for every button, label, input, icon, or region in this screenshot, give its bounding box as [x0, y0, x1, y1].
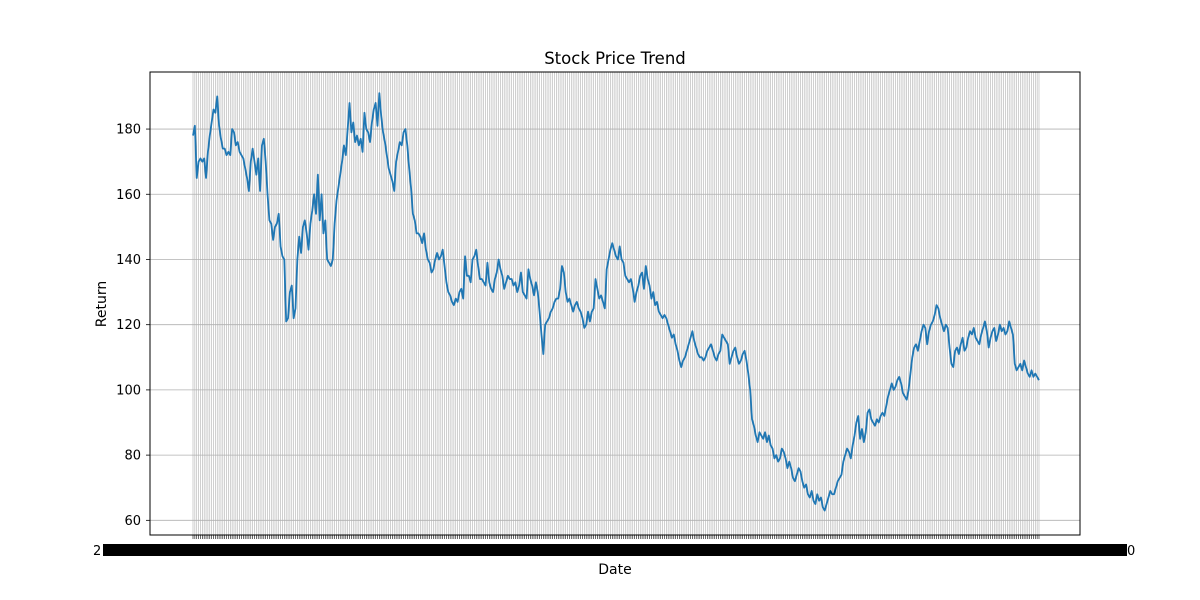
y-axis-ticks: 60 80 100 120 140 160 180: [116, 123, 150, 529]
y-tick-label: 80: [124, 449, 141, 464]
y-tick-label: 120: [116, 318, 141, 333]
x-tick-label-last: 0: [1127, 544, 1135, 559]
x-axis-ticks: [103, 535, 1127, 556]
y-tick-label: 60: [124, 514, 141, 529]
y-tick-label: 160: [116, 188, 141, 203]
series-layer: [192, 92, 1040, 512]
y-axis-title: Return: [94, 281, 110, 327]
x-grid: [192, 72, 1040, 535]
series-line: [192, 92, 1040, 512]
chart-title: Stock Price Trend: [544, 49, 686, 68]
y-tick-label: 100: [116, 383, 141, 398]
y-tick-label: 140: [116, 253, 141, 268]
x-tick-labels-overlap: [103, 544, 1127, 556]
x-tick-label-first: 2: [93, 544, 101, 559]
plot-frame: [149, 71, 1081, 536]
x-axis-title: Date: [598, 562, 631, 578]
y-tick-label: 180: [116, 123, 141, 138]
